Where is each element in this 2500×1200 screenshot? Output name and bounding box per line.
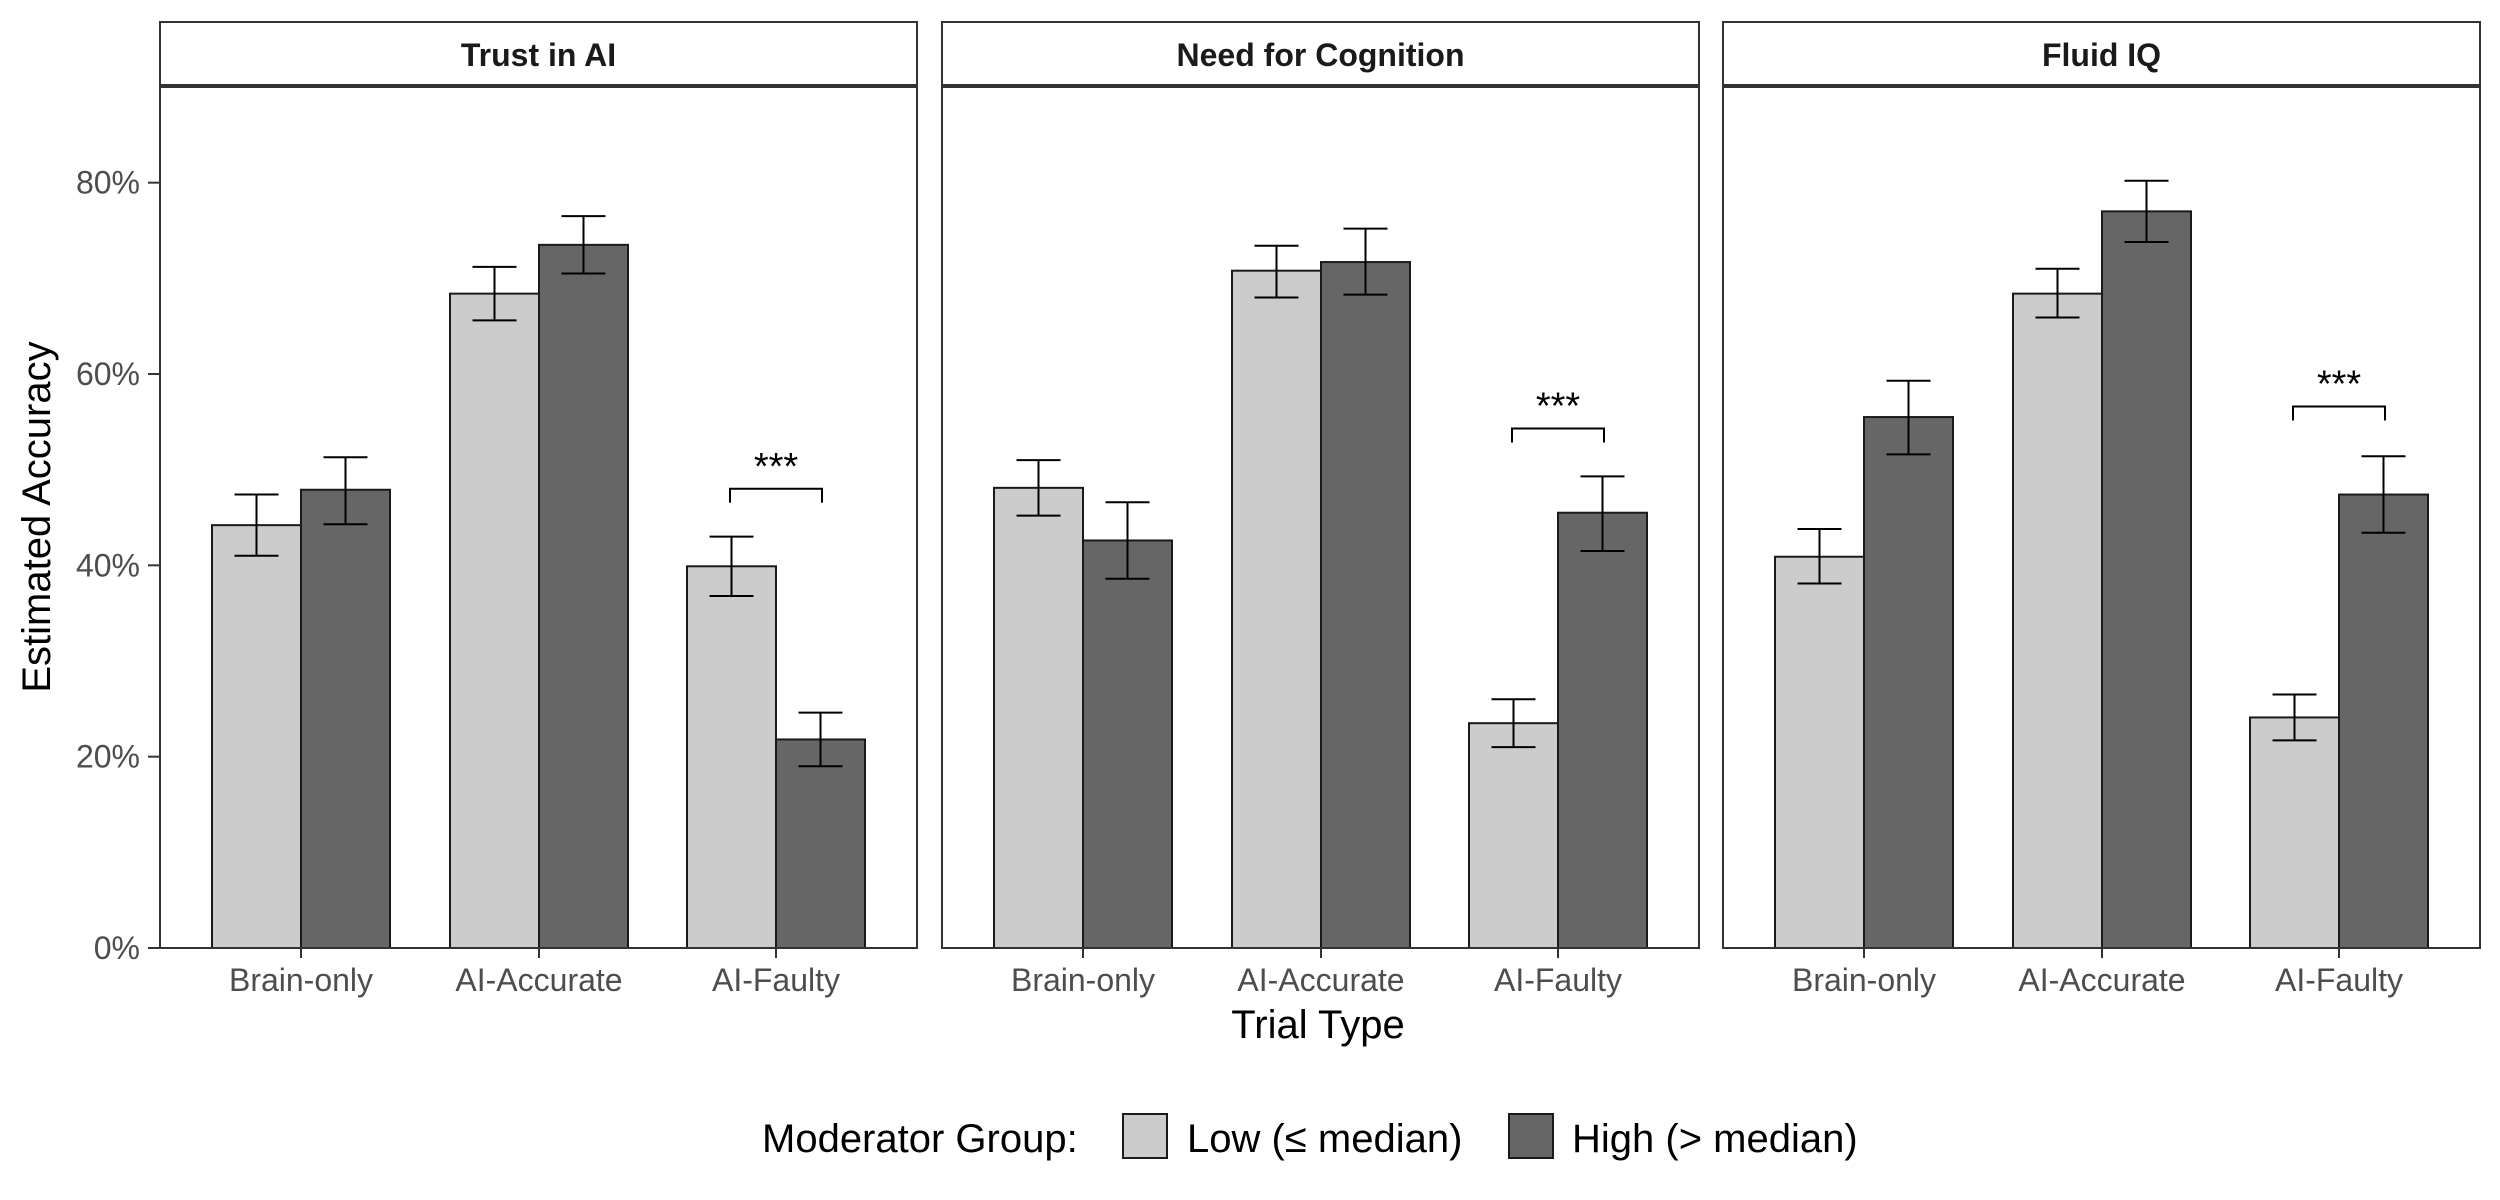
y-tick-label: 40% [76, 547, 140, 583]
legend-title: Moderator Group: [762, 1117, 1078, 1161]
significance-label: *** [754, 446, 799, 488]
error-bar-low-ai-accurate [1254, 244, 1299, 299]
error-bar-low-ai-accurate [2035, 267, 2080, 319]
bar-low-ai-faulty [2249, 716, 2340, 950]
panel-3: Fluid IQ Brain-only AI-Accurate AI-Faulty **… [1722, 21, 2481, 998]
bar-high-ai-faulty [1557, 511, 1648, 949]
y-axis: 0% 20% 40% 60% 80% [76, 165, 160, 966]
x-tick-label: Brain-only [229, 962, 373, 998]
bar-low-brain-only [993, 486, 1084, 949]
legend-swatch-high [1508, 1113, 1554, 1159]
error-bar-low-ai-faulty [709, 535, 754, 597]
panels-layer: Trust in AI Brain-only AI-Accurate AI-Fault… [159, 21, 2481, 998]
panel-title: Need for Cognition [1177, 37, 1465, 73]
panel-strip [1722, 21, 2481, 86]
error-bar-high-ai-faulty [798, 711, 843, 768]
x-tick-label: AI-Accurate [1237, 962, 1404, 998]
bar-low-ai-faulty [1468, 722, 1559, 950]
legend-swatch-low [1122, 1113, 1168, 1159]
error-bar-high-ai-accurate [2124, 179, 2169, 243]
panel-border [1722, 86, 2481, 949]
x-tick-label: Brain-only [1792, 962, 1936, 998]
bar-low-ai-accurate [449, 292, 540, 949]
bar-high-ai-faulty [775, 738, 866, 949]
bar-high-ai-accurate [1320, 261, 1411, 949]
x-axis-title: Trial Type [1231, 1003, 1404, 1047]
x-tick-label: AI-Faulty [2275, 962, 2403, 998]
significance-bracket: *** [1511, 386, 1605, 443]
y-tick-label: 60% [76, 356, 140, 392]
bar-high-ai-faulty [2338, 493, 2429, 949]
error-bar-high-brain-only [1886, 379, 1931, 456]
x-tick-label: AI-Faulty [1494, 962, 1622, 998]
x-tick-label: Brain-only [1011, 962, 1155, 998]
bar-high-ai-accurate [2101, 210, 2192, 950]
panel-title: Trust in AI [461, 37, 616, 73]
error-bar-high-ai-accurate [561, 215, 606, 275]
error-bar-high-brain-only [1105, 501, 1150, 580]
panel-title: Fluid IQ [2042, 37, 2161, 73]
x-tick-label: AI-Faulty [712, 962, 840, 998]
panel-border [941, 86, 1700, 949]
bar-low-brain-only [211, 524, 302, 949]
error-bar-low-ai-faulty [2272, 693, 2317, 742]
panel-1: Trust in AI Brain-only AI-Accurate AI-Fault… [159, 21, 918, 998]
error-bar-high-ai-accurate [1343, 227, 1388, 296]
error-bar-low-brain-only [234, 493, 279, 557]
error-bar-low-brain-only [1797, 527, 1842, 585]
y-tick-label: 0% [94, 930, 140, 966]
error-bar-low-brain-only [1016, 459, 1061, 517]
significance-bracket: *** [729, 446, 823, 503]
error-bar-low-ai-faulty [1491, 698, 1536, 749]
bar-high-brain-only [300, 488, 391, 949]
bar-high-brain-only [1863, 416, 1954, 949]
legend: Moderator Group: Low (≤ median) High (> … [762, 1113, 1858, 1161]
bar-low-ai-accurate [2012, 292, 2103, 949]
significance-label: *** [1536, 386, 1581, 428]
panel-2: Need for Cognition Brain-only AI-Accurate A… [941, 21, 1700, 998]
bar-low-ai-faulty [686, 565, 777, 949]
error-bar-high-ai-faulty [1580, 475, 1625, 552]
bar-low-ai-accurate [1231, 269, 1322, 949]
significance-label: *** [2317, 364, 2362, 406]
bar-high-brain-only [1082, 539, 1173, 950]
error-bar-high-ai-faulty [2361, 455, 2406, 534]
bar-low-brain-only [1774, 555, 1865, 949]
y-tick-label: 80% [76, 165, 140, 201]
error-bar-high-brain-only [323, 456, 368, 526]
y-axis-title: Estimated Accuracy [15, 341, 59, 692]
legend-label-high: High (> median) [1572, 1117, 1858, 1161]
y-tick-label: 20% [76, 739, 140, 775]
bar-high-ai-accurate [538, 243, 629, 950]
error-bar-low-ai-accurate [472, 265, 517, 322]
x-tick-label: AI-Accurate [2018, 962, 2185, 998]
legend-label-low: Low (≤ median) [1187, 1117, 1462, 1161]
panel-border [159, 86, 918, 949]
panel-strip [941, 21, 1700, 86]
panel-strip [159, 21, 918, 86]
significance-bracket: *** [2292, 364, 2386, 421]
x-tick-label: AI-Accurate [455, 962, 622, 998]
